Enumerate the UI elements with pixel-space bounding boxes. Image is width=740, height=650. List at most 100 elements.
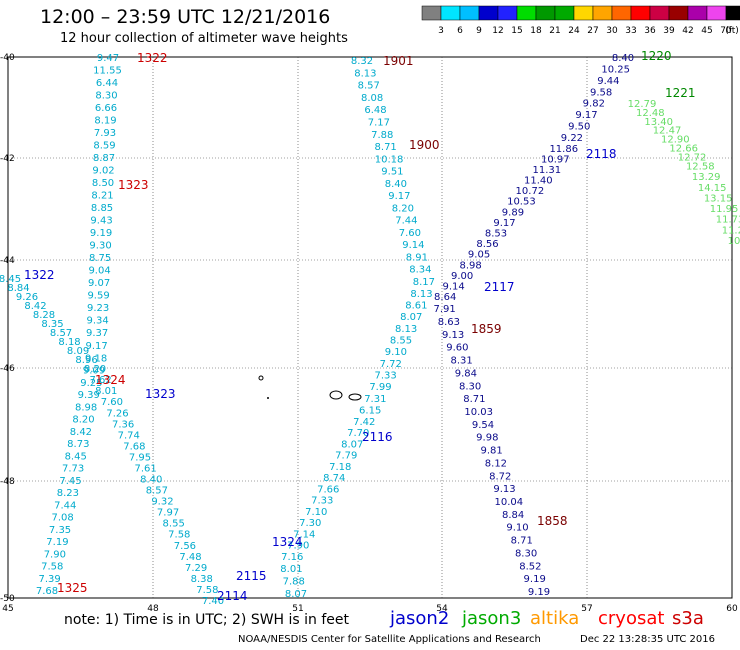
wave-height-label: 7.39 [38,574,60,585]
wave-height-label: 8.45 [65,451,87,462]
wave-height-label: 7.99 [369,382,391,393]
wave-height-label: 7.10 [305,507,327,518]
wave-height-label: 8.84 [502,510,524,521]
legend-label: 39 [663,26,675,36]
wave-height-label: 9.19 [524,574,546,585]
wave-height-label: 9.34 [86,316,108,327]
pass-time-label: 1858 [537,514,568,528]
wave-height-label: 7.18 [329,462,351,473]
axis-lon-label: 60 [726,604,738,614]
footer-timestamp: Dec 22 13:28:35 UTC 2016 [580,634,715,645]
wave-height-label: 8.91 [406,252,428,263]
wave-height-label: 11.73 [716,215,740,226]
wave-height-label: 9.13 [442,330,464,341]
wave-height-label: 7.70 [347,428,369,439]
wave-height-label: 9.17 [388,191,410,202]
wave-height-label: 9.09 [83,366,105,377]
legend-label: 45 [701,26,712,36]
wave-height-label: 7.45 [59,476,81,487]
wave-height-label: 8.52 [519,561,541,572]
wave-height-label: 8.20 [392,203,414,214]
wave-height-label: 6.44 [96,78,118,89]
wave-height-label: 8.38 [191,574,213,585]
wave-height-label: 9.81 [480,446,502,457]
wave-height-label: 9.58 [590,87,612,98]
footer-note: note: 1) Time is in UTC; 2) SWH is in fe… [64,612,350,628]
wave-height-label: 8.40 [140,475,162,486]
wave-height-label: 9.89 [502,207,524,218]
legend-label: 30 [606,26,618,36]
legend-label: 21 [549,26,560,36]
wave-height-label: 7.08 [52,513,74,524]
pass-time-label: 1323 [145,387,176,401]
wave-height-label: 7.36 [112,419,134,430]
pass-time-label: 1322 [137,51,168,65]
wave-height-label: 9.19 [90,228,112,239]
wave-height-label: 7.90 [44,549,66,560]
wave-height-label: 8.35 [41,319,63,330]
wave-height-label: 9.00 [451,271,473,282]
satellite-jason2-label: jason2 [390,608,450,629]
axis-lat-label: -48 [0,477,15,487]
wave-height-label: 7.33 [311,496,333,507]
legend-label: 36 [644,26,656,36]
color-legend: 3 6 9 12 15 18 21 24 27 30 33 36 39 42 45 70(ft) [421,5,740,36]
pass-time-label: 1323 [118,178,149,192]
wave-height-label: 7.19 [46,537,68,548]
pass-time-label: 1859 [471,322,502,336]
wave-height-label: 8.19 [94,116,116,127]
wave-height-label: 9.14 [402,240,424,251]
wave-height-label: 12.58 [686,161,715,172]
wave-height-label: 8.61 [405,301,427,312]
wave-height-label: 13.29 [692,172,721,183]
wave-height-label: 7.58 [168,530,190,541]
axis-lon-label: 45 [2,604,13,614]
wave-height-label: 8.30 [459,381,481,392]
wave-height-label: 9.17 [493,218,515,229]
pass-time-label: 1901 [383,54,414,68]
wave-height-label: 8.20 [84,364,106,375]
wave-height-label: 8.42 [70,427,92,438]
wave-height-label: 9.37 [86,328,108,339]
wave-height-label: 9.04 [88,266,110,277]
legend-label: 18 [530,26,542,36]
wave-height-label: 8.13 [410,289,432,300]
wave-height-label: 8.42 [24,301,46,312]
wave-height-label: 8.07 [400,312,422,323]
wave-height-label: 7.68 [36,586,58,597]
map-frame [7,56,733,599]
island-outline [258,375,264,381]
wave-height-label: 7.68 [123,441,145,452]
wave-height-label: 8.40 [612,53,634,64]
wave-height-label: 12.79 [628,99,657,110]
pass-time-label: 2115 [236,569,267,583]
wave-height-label: 9.51 [381,167,403,178]
axis-lon-label: 48 [147,604,159,614]
wave-height-label: 12.66 [669,144,698,155]
wave-height-label: 10.04 [495,497,524,508]
wave-height-label: 7.42 [353,417,375,428]
wave-height-label: 7.88 [283,576,305,587]
wave-height-label: 8.28 [33,310,55,321]
wave-height-label: 10.97 [541,154,570,165]
wave-height-label: 9.13 [493,484,515,495]
wave-height-label: 8.13 [354,68,376,79]
wave-height-label: 7.29 [185,563,207,574]
wave-height-label: 9.50 [568,122,590,133]
wave-height-label: 14.15 [698,183,727,194]
wave-height-label: 8.08 [361,93,383,104]
axis-lat-label: -40 [0,53,15,63]
wave-height-label: 8.13 [395,324,417,335]
wave-height-label: 10.21 [728,236,740,247]
wave-height-label: 7.17 [368,117,390,128]
wave-height-label: 8.17 [413,277,435,288]
wave-height-label: 7.44 [54,500,76,511]
wave-height-label: 8.87 [93,153,115,164]
wave-height-label: 8.34 [409,265,431,276]
wave-height-label: 11.86 [549,144,578,155]
legend-swatch [725,5,740,21]
wave-height-label: 10.03 [464,407,493,418]
axis-lon-label: 51 [292,604,303,614]
wave-height-label: 7.93 [94,128,116,139]
